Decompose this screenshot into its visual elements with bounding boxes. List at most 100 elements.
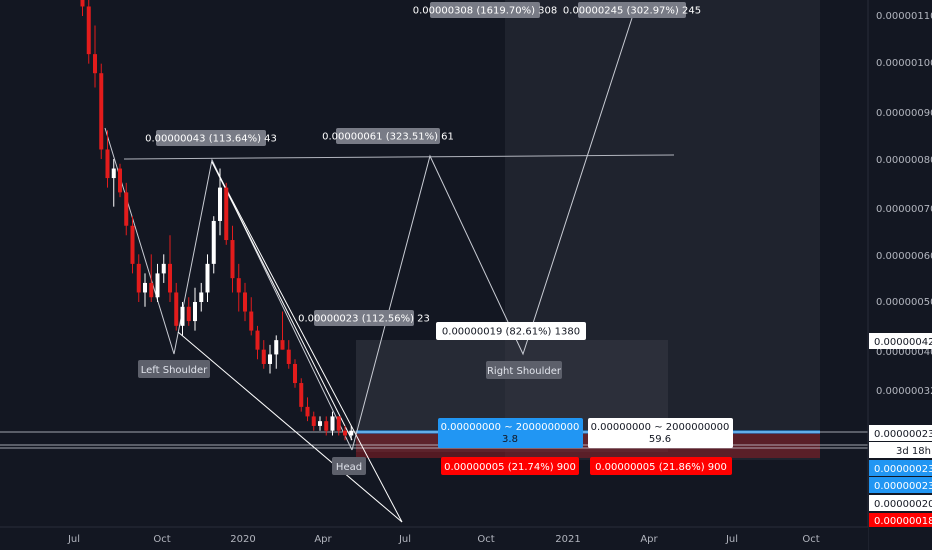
measure-label[interactable]: 0.00000043 (113.64%) 43	[145, 130, 277, 146]
candle-body	[80, 0, 85, 7]
price-tick-label: 0.00000032	[876, 386, 932, 397]
time-tick-label: Apr	[640, 534, 658, 545]
pattern-label-head[interactable]: Head	[332, 457, 366, 475]
measure-label[interactable]: 0.00000061 (323.51%) 61	[322, 128, 454, 144]
measure-label-box	[314, 310, 414, 326]
price-tag-text: 0.00000042	[874, 337, 932, 348]
candle-body	[311, 416, 316, 426]
wedge-inner-line	[211, 161, 353, 441]
pattern-label-box	[332, 457, 366, 475]
price-tag-text: 0.00000023	[874, 481, 932, 492]
pattern-label-text: Head	[336, 462, 362, 473]
candle-body	[180, 306, 185, 326]
price-tag: 0.00000018	[869, 513, 932, 527]
price-axis[interactable]	[868, 0, 932, 550]
candle-body	[318, 421, 322, 426]
candle-body	[230, 240, 235, 279]
candle-body	[199, 292, 204, 302]
pattern-label-right-shoulder[interactable]: Right Shoulder	[486, 361, 562, 379]
position-value-text: 3.8	[502, 434, 518, 445]
price-tag: 3d 18h	[869, 442, 932, 458]
measure-label[interactable]: 0.00000245 (302.97%) 245	[563, 2, 701, 18]
measure-label-box	[336, 128, 440, 144]
position-box-long[interactable]: 0.00000000 ~ 2000000000 3.8 0.00000005 (…	[438, 418, 583, 475]
price-tag-box	[869, 460, 932, 476]
pattern-label-text: Right Shoulder	[487, 366, 562, 377]
measure-label-box	[156, 130, 266, 146]
position-loss-text: 0.00000005 (21.86%) 900	[595, 462, 727, 473]
time-axis-ticks: Jul Oct 2020 Apr Jul Oct 2021 Apr Jul Oc…	[67, 534, 820, 545]
time-tick-label: Jul	[398, 534, 411, 545]
candle-body	[155, 273, 160, 298]
candle-body	[99, 73, 104, 150]
price-tick-label: 0.00000110	[876, 11, 932, 22]
candle-body	[324, 421, 329, 431]
measure-label-text: 0.00000023 (112.56%) 23	[298, 314, 430, 325]
price-tag-text: 3d 18h	[896, 446, 931, 457]
pattern-label-left-shoulder[interactable]: Left Shoulder	[138, 360, 210, 378]
candle-body	[286, 349, 291, 364]
price-tick-label: 0.00000080	[876, 155, 932, 166]
price-tag-text: 0.00000023	[874, 429, 932, 440]
measure-label[interactable]: 0.00000308 (1619.70%) 308	[413, 2, 558, 18]
measure-label-box	[578, 2, 686, 18]
position-loss-box	[441, 457, 579, 475]
price-tag-box	[869, 442, 932, 458]
candle-body	[105, 149, 110, 179]
price-tick-label: 0.00000070	[876, 204, 932, 215]
candle-body	[261, 349, 266, 364]
position-range-box	[438, 418, 583, 448]
candle-body	[86, 6, 91, 55]
candle-body	[280, 340, 285, 350]
candle-body	[93, 54, 97, 74]
price-tick-label: 0.00000100	[876, 58, 932, 69]
candles-group	[80, 0, 354, 441]
candle-body	[143, 282, 147, 293]
candle-body	[349, 430, 354, 436]
candle-body	[255, 330, 260, 350]
candle-body	[193, 302, 197, 322]
pattern-label-box	[138, 360, 210, 378]
candle-body	[130, 225, 135, 264]
candle-body	[299, 383, 304, 407]
pattern-label-text: Left Shoulder	[141, 365, 208, 376]
price-tag-box	[869, 333, 932, 349]
price-tick-label: 0.00000050	[876, 297, 932, 308]
price-tag-text: 0.00000018	[874, 516, 932, 527]
range-label[interactable]: 0.00000019 (82.61%) 1380	[436, 322, 586, 340]
price-tag: 0.00000023	[869, 477, 932, 493]
wedge-lower-line	[177, 331, 403, 523]
candle-body	[118, 168, 122, 193]
candle-body	[174, 292, 179, 326]
position-loss-box	[590, 457, 732, 475]
candle-body	[205, 263, 210, 293]
pattern-zigzag	[104, 127, 353, 451]
price-axis-ticks: 0.00000110 0.00000100 0.00000090 0.00000…	[876, 11, 932, 397]
candle-body	[218, 187, 222, 221]
position-box-short[interactable]: 0.00000000 ~ 2000000000 59.6 0.00000005 …	[588, 418, 733, 475]
price-tag: 0.00000020	[869, 495, 932, 511]
position-loss-text: 0.00000005 (21.74%) 900	[444, 462, 576, 473]
price-tick-label: 0.00000090	[876, 108, 932, 119]
candle-body	[236, 278, 241, 293]
time-axis[interactable]	[0, 527, 868, 550]
candle-body	[161, 263, 166, 274]
time-tick-label: Oct	[802, 534, 819, 545]
price-tag-text: 0.00000023	[874, 464, 932, 475]
range-label-box	[436, 322, 586, 340]
position-range-box	[588, 418, 733, 448]
measure-label-text: 0.00000061 (323.51%) 61	[322, 132, 454, 143]
price-tag: 0.00000023	[869, 425, 932, 441]
price-tick-label: 0.00000060	[876, 251, 932, 262]
candle-body	[168, 263, 172, 293]
candle-body	[274, 340, 279, 355]
candle-body	[136, 263, 141, 293]
candle-body	[149, 282, 154, 298]
time-tick-label: Oct	[153, 534, 170, 545]
measure-label-text: 0.00000245 (302.97%) 245	[563, 6, 701, 17]
time-tick-label: Jul	[725, 534, 738, 545]
measure-label[interactable]: 0.00000023 (112.56%) 23	[298, 310, 430, 326]
time-tick-label: 2021	[555, 534, 580, 545]
time-tick-label: 2020	[230, 534, 255, 545]
